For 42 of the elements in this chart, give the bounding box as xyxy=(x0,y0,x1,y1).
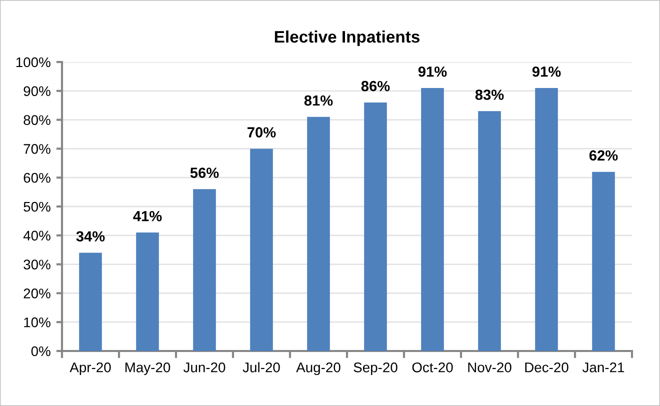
x-tick-label: Oct-20 xyxy=(412,362,453,372)
data-label: 91% xyxy=(532,66,561,77)
bar xyxy=(421,88,444,351)
x-tick-label: Sep-20 xyxy=(354,362,398,376)
x-tick-label: Jan-21 xyxy=(582,362,624,372)
y-tick-label: 100% xyxy=(16,57,50,68)
x-tick-label: May-20 xyxy=(125,362,170,376)
data-label: 83% xyxy=(475,90,504,100)
bar xyxy=(193,189,216,351)
x-tick-label: Aug-20 xyxy=(296,362,340,376)
bar xyxy=(535,88,558,351)
data-label: 34% xyxy=(76,231,105,242)
y-tick-label: 30% xyxy=(24,260,50,270)
y-tick-label: 10% xyxy=(24,317,50,328)
data-label: 70% xyxy=(248,127,276,138)
x-tick-label: Nov-20 xyxy=(468,362,512,372)
data-label: 86% xyxy=(361,80,390,92)
y-tick-label: 40% xyxy=(23,230,50,241)
data-label: 62% xyxy=(589,150,618,161)
x-tick-label: Apr-20 xyxy=(70,362,111,376)
y-tick-label: 90% xyxy=(24,86,50,96)
bar xyxy=(79,252,102,351)
bar xyxy=(136,232,159,351)
data-label: 41% xyxy=(133,211,162,222)
chart-title: Elective Inpatients xyxy=(274,30,420,46)
y-tick-label: 50% xyxy=(24,202,50,212)
bar xyxy=(364,102,387,351)
y-tick-label: 70% xyxy=(24,144,50,154)
x-tick-label: Dec-20 xyxy=(525,362,568,372)
data-label: 56% xyxy=(190,168,219,178)
bar xyxy=(592,172,615,351)
bar xyxy=(478,111,501,351)
x-tick-label: Jul-20 xyxy=(242,362,280,372)
data-label: 91% xyxy=(418,66,447,77)
y-tick-label: 0% xyxy=(31,346,50,356)
y-tick-label: 80% xyxy=(24,115,50,125)
x-tick-label: Jun-20 xyxy=(183,362,226,372)
y-tick-label: 60% xyxy=(24,172,50,183)
bar xyxy=(307,116,330,351)
data-label: 81% xyxy=(304,95,333,106)
bar xyxy=(250,148,273,351)
y-tick-label: 20% xyxy=(24,288,50,298)
